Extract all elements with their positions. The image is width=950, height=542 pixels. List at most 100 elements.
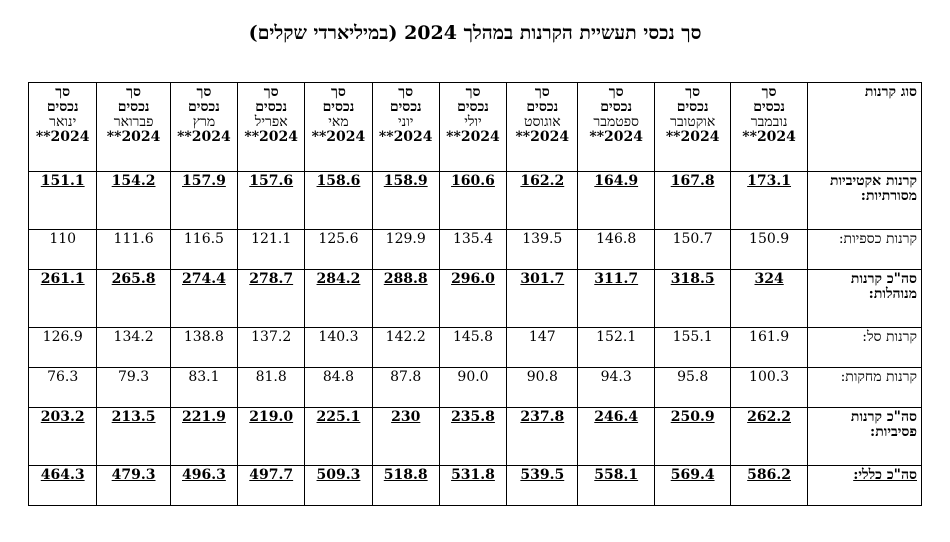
table-cell: 167.8 xyxy=(653,171,732,230)
table-cell: 95.8 xyxy=(653,367,732,408)
table-cell: 94.3 xyxy=(577,367,655,408)
table-cell: 158.6 xyxy=(304,171,373,230)
table-cell: 164.9 xyxy=(577,171,655,230)
column-header: סך נכסים יוני 2024** xyxy=(371,82,440,172)
table-cell: 150.9 xyxy=(730,229,808,270)
table-cell: 496.3 xyxy=(169,465,239,506)
table-body: קרנות אקטיביות מסורתיות: 173.1 167.8 164.9… xyxy=(27,171,923,506)
row-label: קרנות אקטיביות מסורתיות: xyxy=(806,171,923,230)
table-cell: 83.1 xyxy=(169,367,239,408)
table-cell: 158.9 xyxy=(371,171,440,230)
table-cell: 219.0 xyxy=(237,407,306,466)
table-cell: 155.1 xyxy=(653,327,732,368)
table-cell: 246.4 xyxy=(577,407,655,466)
column-header: סך נכסים נובמבר 2024** xyxy=(730,82,808,172)
fund-assets-table: סוג קרנות סך נכסים נובמבר 2024** סך נכסים אוק… xyxy=(27,82,923,506)
column-header: סך נכסים אפריל 2024** xyxy=(237,82,306,172)
column-header: סך נכסים ינואר 2024** xyxy=(27,82,98,172)
table-cell: 87.8 xyxy=(371,367,440,408)
header-row: סוג קרנות סך נכסים נובמבר 2024** סך נכסים אוק… xyxy=(27,82,923,172)
table-cell: 479.3 xyxy=(96,465,171,506)
row-label: קרנות סל: xyxy=(806,327,923,368)
table-cell: 278.7 xyxy=(237,269,306,328)
fund-type-header: סוג קרנות xyxy=(806,82,923,172)
table-cell: 250.9 xyxy=(653,407,732,466)
table-cell: 137.2 xyxy=(237,327,306,368)
table-cell: 90.0 xyxy=(438,367,508,408)
table-cell: 110 xyxy=(27,229,98,270)
table-cell: 221.9 xyxy=(169,407,239,466)
table-cell: 509.3 xyxy=(304,465,373,506)
table-cell: 76.3 xyxy=(27,367,98,408)
table-cell: 235.8 xyxy=(438,407,508,466)
row-label: סה"כ כללי: xyxy=(806,465,923,506)
table-cell: 225.1 xyxy=(304,407,373,466)
row-label: קרנות כספיות: xyxy=(806,229,923,270)
table-row: קרנות כספיות: 150.9 150.7 146.8 139.5 135.4 1… xyxy=(27,229,923,270)
row-label: קרנות מחקות: xyxy=(806,367,923,408)
table-cell: 151.1 xyxy=(27,171,98,230)
column-header: סך נכסים ספטמבר 2024** xyxy=(577,82,655,172)
table-cell: 134.2 xyxy=(96,327,171,368)
table-cell: 154.2 xyxy=(96,171,171,230)
table-cell: 230 xyxy=(371,407,440,466)
table-cell: 265.8 xyxy=(96,269,171,328)
table-row: סה"כ קרנות מנוהלות: 324 318.5 311.7 301.7 29… xyxy=(27,269,923,328)
table-cell: 139.5 xyxy=(506,229,579,270)
table-cell: 129.9 xyxy=(371,229,440,270)
table-cell: 203.2 xyxy=(27,407,98,466)
table-cell: 79.3 xyxy=(96,367,171,408)
table-cell: 116.5 xyxy=(169,229,239,270)
table-cell: 569.4 xyxy=(653,465,732,506)
table-cell: 518.8 xyxy=(371,465,440,506)
table-cell: 237.8 xyxy=(506,407,579,466)
table-row: קרנות אקטיביות מסורתיות: 173.1 167.8 164.9… xyxy=(27,171,923,230)
table-cell: 147 xyxy=(506,327,579,368)
table-cell: 173.1 xyxy=(730,171,808,230)
column-header: סך נכסים אוגוסט 2024** xyxy=(506,82,579,172)
table-cell: 324 xyxy=(730,269,808,328)
page-title: סך נכסי תעשיית הקרנות במהלך 2024 (במיליא… xyxy=(248,22,702,44)
table-cell: 84.8 xyxy=(304,367,373,408)
table-cell: 301.7 xyxy=(506,269,579,328)
table-cell: 125.6 xyxy=(304,229,373,270)
table-cell: 558.1 xyxy=(577,465,655,506)
table-cell: 90.8 xyxy=(506,367,579,408)
table-cell: 284.2 xyxy=(304,269,373,328)
column-header: סך נכסים מרץ 2024** xyxy=(169,82,239,172)
table-cell: 464.3 xyxy=(27,465,98,506)
table-cell: 157.6 xyxy=(237,171,306,230)
table-cell: 311.7 xyxy=(577,269,655,328)
table-row: סה"כ כללי: 586.2 569.4 558.1 539.5 531.8 518.… xyxy=(27,465,923,506)
row-label: סה"כ קרנות מנוהלות: xyxy=(806,269,923,328)
column-header: סך נכסים פברואר 2024** xyxy=(96,82,171,172)
table-cell: 586.2 xyxy=(730,465,808,506)
table-cell: 121.1 xyxy=(237,229,306,270)
table-cell: 142.2 xyxy=(371,327,440,368)
table-cell: 150.7 xyxy=(653,229,732,270)
table-cell: 152.1 xyxy=(577,327,655,368)
table-cell: 145.8 xyxy=(438,327,508,368)
table-row: סה"כ קרנות פסיביות: 262.2 250.9 246.4 237.8… xyxy=(27,407,923,466)
table-cell: 318.5 xyxy=(653,269,732,328)
table-cell: 288.8 xyxy=(371,269,440,328)
table-cell: 161.9 xyxy=(730,327,808,368)
table-cell: 162.2 xyxy=(506,171,579,230)
table-cell: 81.8 xyxy=(237,367,306,408)
table-cell: 135.4 xyxy=(438,229,508,270)
table-cell: 531.8 xyxy=(438,465,508,506)
column-header: סך נכסים יולי 2024** xyxy=(438,82,508,172)
table-cell: 274.4 xyxy=(169,269,239,328)
table-cell: 100.3 xyxy=(730,367,808,408)
table-cell: 296.0 xyxy=(438,269,508,328)
table-row: קרנות מחקות: 100.3 95.8 94.3 90.8 90.0 87.8 84… xyxy=(27,367,923,408)
table-cell: 213.5 xyxy=(96,407,171,466)
table-cell: 261.1 xyxy=(27,269,98,328)
row-label: סה"כ קרנות פסיביות: xyxy=(806,407,923,466)
table-cell: 138.8 xyxy=(169,327,239,368)
table-cell: 262.2 xyxy=(730,407,808,466)
table-cell: 126.9 xyxy=(27,327,98,368)
table-cell: 146.8 xyxy=(577,229,655,270)
table-cell: 111.6 xyxy=(96,229,171,270)
table-row: קרנות סל: 161.9 155.1 152.1 147 145.8 142.2 14… xyxy=(27,327,923,368)
